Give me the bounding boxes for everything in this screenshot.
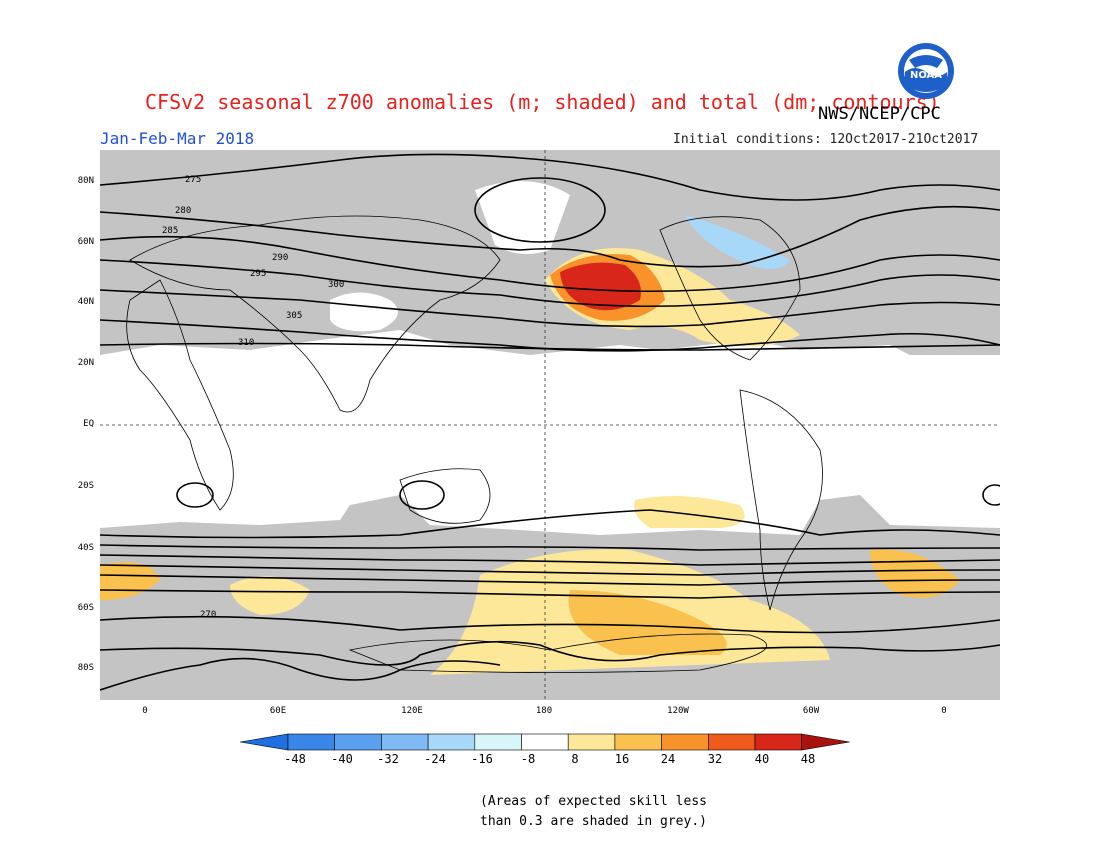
svg-text:270: 270 — [200, 610, 216, 620]
noaa-logo: NOAA — [898, 43, 954, 99]
colorbar-tick: 24 — [660, 752, 676, 766]
colorbar-segment — [287, 733, 336, 751]
anomaly-north-pacific-core — [560, 262, 641, 311]
colorbar-segment — [381, 733, 429, 751]
lat-label-eq: EQ — [83, 419, 94, 429]
colorbar-segment — [427, 733, 476, 751]
svg-text:285: 285 — [162, 226, 178, 236]
organization-label: NWS/NCEP/CPC — [818, 104, 941, 124]
svg-text:305: 305 — [286, 311, 302, 321]
colorbar-tick: -16 — [471, 752, 493, 766]
colorbar-left-arrow — [240, 733, 289, 751]
lat-label-40n: 40N — [77, 297, 94, 307]
colorbar-tick: 48 — [800, 752, 816, 766]
colorbar-tick: 40 — [754, 752, 770, 766]
initial-conditions-label: Initial conditions: 12Oct2017-21Oct2017 — [673, 132, 979, 147]
lon-label-120w: 120W — [667, 706, 689, 716]
anomaly-map: 275 280 285 290 295 300 305 310 270 — [100, 150, 1000, 700]
colorbar-segment — [334, 733, 382, 751]
chart-title: CFSv2 seasonal z700 anomalies (m; shaded… — [145, 90, 940, 114]
colorbar-tick: -32 — [377, 752, 399, 766]
svg-text:310: 310 — [238, 338, 254, 348]
lat-label-20n: 20N — [77, 358, 94, 368]
colorbar-segment — [567, 733, 616, 751]
coastlines — [126, 215, 823, 673]
lon-label-0: 0 — [142, 706, 148, 716]
lat-label-80n: 80N — [77, 176, 94, 186]
white-pocket-north — [330, 292, 398, 332]
svg-text:290: 290 — [272, 253, 288, 263]
footnote-line-1: (Areas of expected skill less — [480, 794, 707, 809]
footnote-line-2: than 0.3 are shaded in grey.) — [480, 814, 707, 829]
svg-text:275: 275 — [185, 175, 201, 185]
logo-text: NOAA — [910, 70, 942, 81]
white-pocket-pacific — [475, 181, 570, 254]
lon-label-180: 180 — [535, 706, 553, 716]
season-label: Jan-Feb-Mar 2018 — [100, 129, 255, 148]
lon-label-60e: 60E — [269, 706, 287, 716]
lat-label-40s: 40S — [77, 543, 94, 553]
svg-text:295: 295 — [250, 269, 266, 279]
svg-text:300: 300 — [328, 280, 344, 290]
anomaly-southern-ocean-mid — [568, 590, 727, 655]
colorbar-tick: -8 — [520, 752, 536, 766]
lat-label-20s: 20S — [77, 481, 94, 491]
colorbar — [240, 733, 850, 751]
anomaly-indian-south — [230, 576, 310, 615]
colorbar-tick: 16 — [614, 752, 630, 766]
svg-text:280: 280 — [175, 206, 191, 216]
contour-labels: 275 280 285 290 295 300 305 310 270 — [162, 175, 344, 620]
colorbar-segment — [614, 733, 662, 751]
colorbar-tick: 32 — [707, 752, 723, 766]
lon-label-120e: 120E — [401, 706, 423, 716]
lat-label-60s: 60S — [77, 603, 94, 613]
footnote: (Areas of expected skill less than 0.3 a… — [480, 792, 707, 832]
height-contours — [100, 153, 1000, 691]
colorbar-segment — [754, 733, 803, 751]
lat-label-80s: 80S — [77, 663, 94, 673]
anomaly-canada-negative — [685, 215, 790, 269]
colorbar-right-arrow — [801, 733, 850, 751]
closed-lows — [176, 177, 1000, 510]
colorbar-segment — [474, 733, 522, 751]
colorbar-segment — [661, 733, 709, 751]
colorbar-segment — [707, 733, 756, 751]
colorbar-tick: 8 — [571, 752, 579, 766]
colorbar-tick: -24 — [424, 752, 446, 766]
colorbar-tick: -48 — [284, 752, 306, 766]
lat-label-60n: 60N — [77, 237, 94, 247]
lon-label-60w: 60W — [802, 706, 820, 716]
grey-mask-north — [100, 150, 1000, 355]
colorbar-segment — [521, 733, 569, 751]
anomaly-south-pacific-band — [634, 496, 745, 528]
colorbar-tick: -40 — [331, 752, 353, 766]
lon-label-0-east: 0 — [941, 706, 947, 716]
